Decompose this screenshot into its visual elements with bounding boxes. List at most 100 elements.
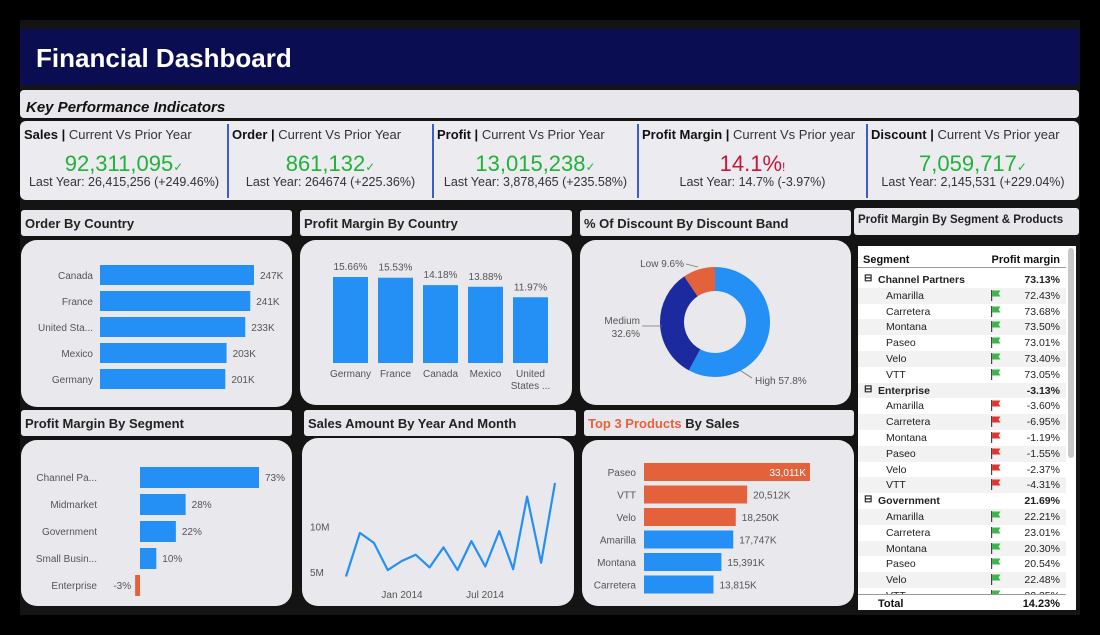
row-value: 73.68% <box>1024 305 1060 318</box>
row-label: Amarilla <box>886 400 924 413</box>
kpi-name: Profit Margin | <box>642 127 734 142</box>
donut-label-medium: Medium <box>604 316 640 327</box>
table-row: VTT 73.05% <box>858 367 1066 383</box>
bar <box>644 575 714 594</box>
header-bar <box>20 29 1079 85</box>
bar-value-label: 247K <box>260 271 284 282</box>
kpi-divider <box>432 124 434 198</box>
kpi-value: 14.1%! <box>719 151 786 176</box>
order-by-country-chart: Canada 247K France 241K United Sta... 233K Mex… <box>38 265 284 389</box>
kpi-card-sales: Sales | Current Vs Prior Year 92,311,095✓… <box>20 121 228 200</box>
table-row: Paseo 73.01% <box>858 335 1066 351</box>
table-row: Velo -2.37% <box>858 462 1066 478</box>
pm-by-country-card: 15.66% Germany 15.53% France 14.18% Canada 13.… <box>300 240 572 405</box>
bar-category-label: Paseo <box>608 468 637 479</box>
pm-by-segment-title: Profit Margin By Segment <box>21 410 292 436</box>
kpi-band <box>20 90 1079 118</box>
y-tick-label: 5M <box>310 568 324 579</box>
kpi-name: Order | <box>232 127 279 142</box>
row-value: 73.01% <box>1024 337 1060 350</box>
bar <box>333 277 368 363</box>
bar-value-label: 201K <box>231 375 255 386</box>
green-flag-icon <box>991 353 1001 364</box>
discount-band-chart: High 57.8% Medium 32.6% Low 9.6% <box>604 259 806 387</box>
green-flag-icon <box>991 542 1001 554</box>
green-flag-icon <box>991 289 1001 301</box>
row-label: Carretera <box>886 416 931 429</box>
bar-value-label: 73% <box>265 473 285 484</box>
kpi-desc: Current Vs Prior year <box>733 127 856 142</box>
table-group-row[interactable]: ⊟ Government 21.69% <box>858 493 1066 509</box>
row-value: 22.21% <box>1024 511 1060 523</box>
row-label: Montana <box>886 542 927 555</box>
bar-value-label: 15,391K <box>727 558 765 569</box>
donut-label-medium-value: 32.6% <box>612 329 640 340</box>
table-group-row[interactable]: ⊟ Enterprise -3.13% <box>858 382 1066 399</box>
row-label: Velo <box>886 353 907 365</box>
bar-category-label: Amarilla <box>600 536 637 547</box>
table-row: Velo 73.40% <box>858 351 1066 367</box>
bar-category-label: Germany <box>52 375 93 386</box>
row-label: Paseo <box>886 558 916 571</box>
row-label: Carretera <box>886 526 931 539</box>
collapse-icon[interactable]: ⊟ <box>864 383 873 395</box>
row-label: Paseo <box>886 337 916 350</box>
table-row: Carretera 73.68% <box>858 304 1066 320</box>
sales-line <box>344 482 557 577</box>
row-label: VTT <box>886 368 906 381</box>
pm-by-segment-chart: Channel Pa... 73% Midmarket 28% Government 22… <box>36 467 285 596</box>
row-value: 73.40% <box>1024 353 1060 365</box>
bar-value-label: 233K <box>251 323 275 334</box>
row-label: Montana <box>886 432 927 444</box>
row-value: 73.13% <box>1024 274 1060 286</box>
kpi-value: 7,059,717✓ <box>919 151 1027 176</box>
bar <box>378 277 413 363</box>
bar-category-label: Canada <box>423 369 458 380</box>
bar-category-label: Carretera <box>594 581 637 592</box>
row-value: -6.95% <box>1026 416 1060 429</box>
top3-title-rest: By Sales <box>681 416 740 431</box>
bar-category-label: Mexico <box>61 349 93 360</box>
kpi-heading: Profit | Current Vs Prior Year <box>437 127 605 142</box>
kpi-last-year: Last Year: 3,878,465 (+235.58%) <box>443 175 628 189</box>
bar <box>140 467 259 488</box>
kpi-card-discount: Discount | Current Vs Prior year 7,059,71… <box>867 121 1079 200</box>
leader-line <box>737 368 753 379</box>
row-value: 20.54% <box>1024 558 1060 571</box>
collapse-icon[interactable]: ⊟ <box>864 494 873 506</box>
bar-value-label: 33,011K <box>769 468 806 479</box>
kpi-name: Profit | <box>437 127 482 142</box>
row-label: Velo <box>886 574 907 587</box>
row-value: -2.37% <box>1026 463 1060 476</box>
segment-products-table[interactable]: Segment Profit margin ⊟ Channel Partners 7… <box>858 246 1076 610</box>
red-flag-icon <box>991 432 1001 443</box>
col-profit-margin[interactable]: Profit margin <box>991 254 1060 266</box>
row-label: Amarilla <box>886 511 924 523</box>
table-scrollbar[interactable] <box>1068 248 1074 458</box>
x-tick-label: Jan 2014 <box>381 590 423 601</box>
bar <box>468 286 503 363</box>
bar <box>100 343 227 363</box>
bar-category-label: VTT <box>617 491 636 502</box>
bar-value-label: 20,512K <box>753 491 791 502</box>
top3-title-accent: Top 3 Products <box>588 416 682 431</box>
kpi-name: Discount | <box>871 127 938 142</box>
table-row: Montana 73.50% <box>858 319 1066 336</box>
red-flag-icon <box>991 416 1001 428</box>
row-value: -1.19% <box>1026 432 1060 444</box>
green-flag-icon <box>991 337 1001 349</box>
col-segment: Segment <box>863 254 910 266</box>
leader-line <box>685 263 699 268</box>
bar-category-label: Montana <box>597 558 636 569</box>
row-value: 22.48% <box>1024 574 1060 587</box>
kpi-value: 13,015,238✓ <box>475 151 596 176</box>
donut-slice-medium <box>660 267 770 377</box>
green-flag-icon <box>991 305 1001 317</box>
green-flag-icon <box>991 558 1001 570</box>
table-group-row[interactable]: ⊟ Channel Partners 73.13% <box>858 272 1066 288</box>
kpi-last-year: Last Year: 264674 (+225.36%) <box>245 175 416 189</box>
table-row: Paseo -1.55% <box>858 445 1066 462</box>
trend-alert-icon: ! <box>782 160 786 174</box>
bar-category-label: Mexico <box>470 369 502 380</box>
collapse-icon[interactable]: ⊟ <box>864 273 873 284</box>
